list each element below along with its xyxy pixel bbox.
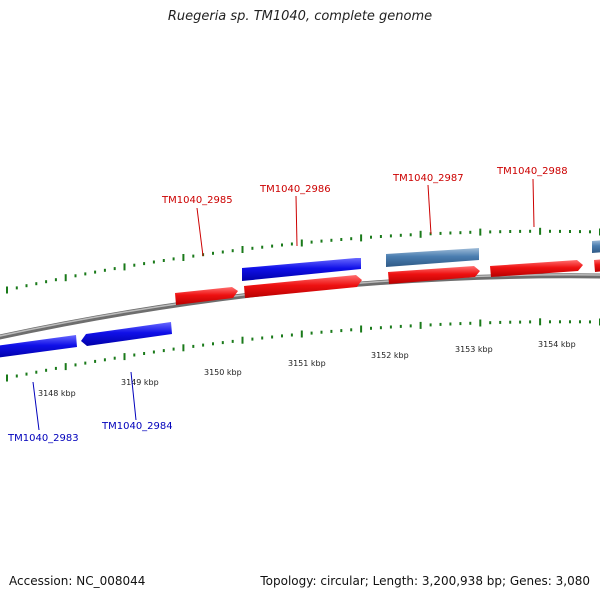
gene-reverse-upper-steel-2[interactable] xyxy=(592,240,600,253)
leader-line-2988 xyxy=(532,178,535,228)
tick-label-3150: 3150 kbp xyxy=(204,368,242,377)
gene-forward-2986[interactable] xyxy=(244,275,362,298)
accession-text: Accession: NC_008044 xyxy=(9,574,146,588)
leader-line-2984 xyxy=(130,371,137,421)
inner-tick-marks xyxy=(6,318,600,382)
tick-label-3148: 3148 kbp xyxy=(38,389,76,398)
leader-line-2986 xyxy=(295,195,298,247)
gene-label-2983[interactable]: TM1040_2983 xyxy=(7,433,79,444)
tick-label-3152: 3152 kbp xyxy=(371,351,409,360)
gene-label-2986[interactable]: TM1040_2986 xyxy=(259,184,331,195)
leader-line-2983 xyxy=(32,381,40,431)
gene-reverse-2983[interactable] xyxy=(0,335,77,358)
gene-forward-2987[interactable] xyxy=(388,266,480,284)
gene-reverse-upper-steel[interactable] xyxy=(386,248,479,267)
genome-summary-text: Topology: circular; Length: 3,200,938 bp… xyxy=(260,574,590,588)
gene-forward-2988[interactable] xyxy=(490,260,583,277)
tick-label-3153: 3153 kbp xyxy=(455,345,493,354)
gene-label-2984[interactable]: TM1040_2984 xyxy=(101,421,173,432)
gene-label-2987[interactable]: TM1040_2987 xyxy=(392,173,464,184)
gene-label-2988[interactable]: TM1040_2988 xyxy=(496,166,568,177)
leader-line-2987 xyxy=(427,184,432,235)
gene-label-2985[interactable]: TM1040_2985 xyxy=(161,195,233,206)
tick-label-3151: 3151 kbp xyxy=(288,359,326,368)
gene-reverse-2984[interactable] xyxy=(81,322,172,346)
gene-forward-2985[interactable] xyxy=(175,287,238,305)
gene-reverse-upper-a[interactable] xyxy=(242,258,361,281)
tick-label-3154: 3154 kbp xyxy=(538,340,576,349)
leader-line-2985 xyxy=(196,207,204,257)
figure-title: Ruegeria sp. TM1040, complete genome xyxy=(167,9,433,24)
gene-forward-next[interactable] xyxy=(594,259,600,272)
tick-label-3149: 3149 kbp xyxy=(121,378,159,387)
